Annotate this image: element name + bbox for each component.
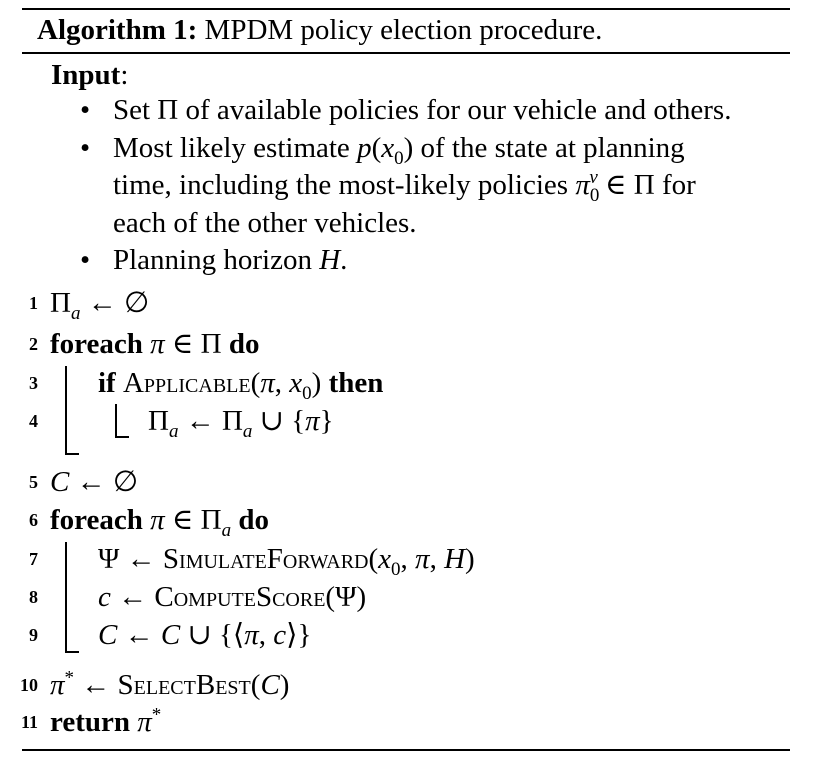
line-text: c ← ComputeScore(Ψ) <box>98 581 367 613</box>
line-text: return π* <box>50 704 162 738</box>
line-text: if Applicable(π, x0) then <box>98 367 384 404</box>
input-bullet-2: • Most likely estimate p(x0) of the stat… <box>80 130 731 243</box>
line-text: foreach π ∈ Π do <box>50 328 260 360</box>
caption-rule <box>22 52 790 54</box>
line-text: foreach π ∈ Πa do <box>50 504 269 541</box>
block-bracket <box>65 366 67 454</box>
caption-text: MPDM policy election procedure. <box>204 14 603 46</box>
input-bullet-2-text: Most likely estimate p(x0) of the state … <box>113 131 696 239</box>
input-heading: Input: <box>51 58 128 92</box>
line-number: 4 <box>29 411 38 431</box>
line-number: 3 <box>29 373 38 393</box>
block-bracket <box>65 453 79 455</box>
line-number: 10 <box>20 675 38 695</box>
line-text: π* ← SelectBest(C) <box>50 667 290 701</box>
line-text: Πa ← ∅ <box>50 287 150 324</box>
input-bullet-3-text: Planning horizon H. <box>113 244 348 276</box>
bottom-rule <box>22 749 790 751</box>
input-bullet-1: • Set Π of available policies for our ve… <box>80 92 731 130</box>
bullet-icon: • <box>80 244 91 276</box>
block-bracket <box>65 542 67 652</box>
line-text: Πa ← Πa ∪ {π} <box>148 405 334 442</box>
bullet-icon: • <box>80 131 91 164</box>
line-number: 5 <box>29 472 38 492</box>
top-rule <box>22 8 790 10</box>
line-number: 9 <box>29 625 38 645</box>
line-number: 11 <box>20 712 38 732</box>
line-text: C ← C ∪ {⟨π, c⟩} <box>98 619 312 651</box>
caption-label: Algorithm 1: <box>37 14 198 46</box>
line-text: Ψ ← SimulateForward(x0, π, H) <box>98 543 475 580</box>
line-text: C ← ∅ <box>50 466 139 498</box>
block-bracket <box>115 436 129 438</box>
input-label: Input <box>51 59 121 91</box>
line-number: 6 <box>29 510 38 530</box>
algorithm-caption: Algorithm 1: MPDM policy election proced… <box>37 12 602 48</box>
input-bullet-list: • Set Π of available policies for our ve… <box>80 92 731 280</box>
block-bracket <box>65 651 79 653</box>
input-colon: : <box>120 59 129 91</box>
line-number: 1 <box>29 293 38 313</box>
input-bullet-1-text: Set Π of available policies for our vehi… <box>113 94 732 126</box>
line-number: 7 <box>29 549 38 569</box>
line-number: 2 <box>29 334 38 354</box>
input-bullet-3: • Planning horizon H. <box>80 242 731 280</box>
block-bracket <box>115 404 117 437</box>
line-number: 8 <box>29 587 38 607</box>
bullet-icon: • <box>80 94 91 126</box>
